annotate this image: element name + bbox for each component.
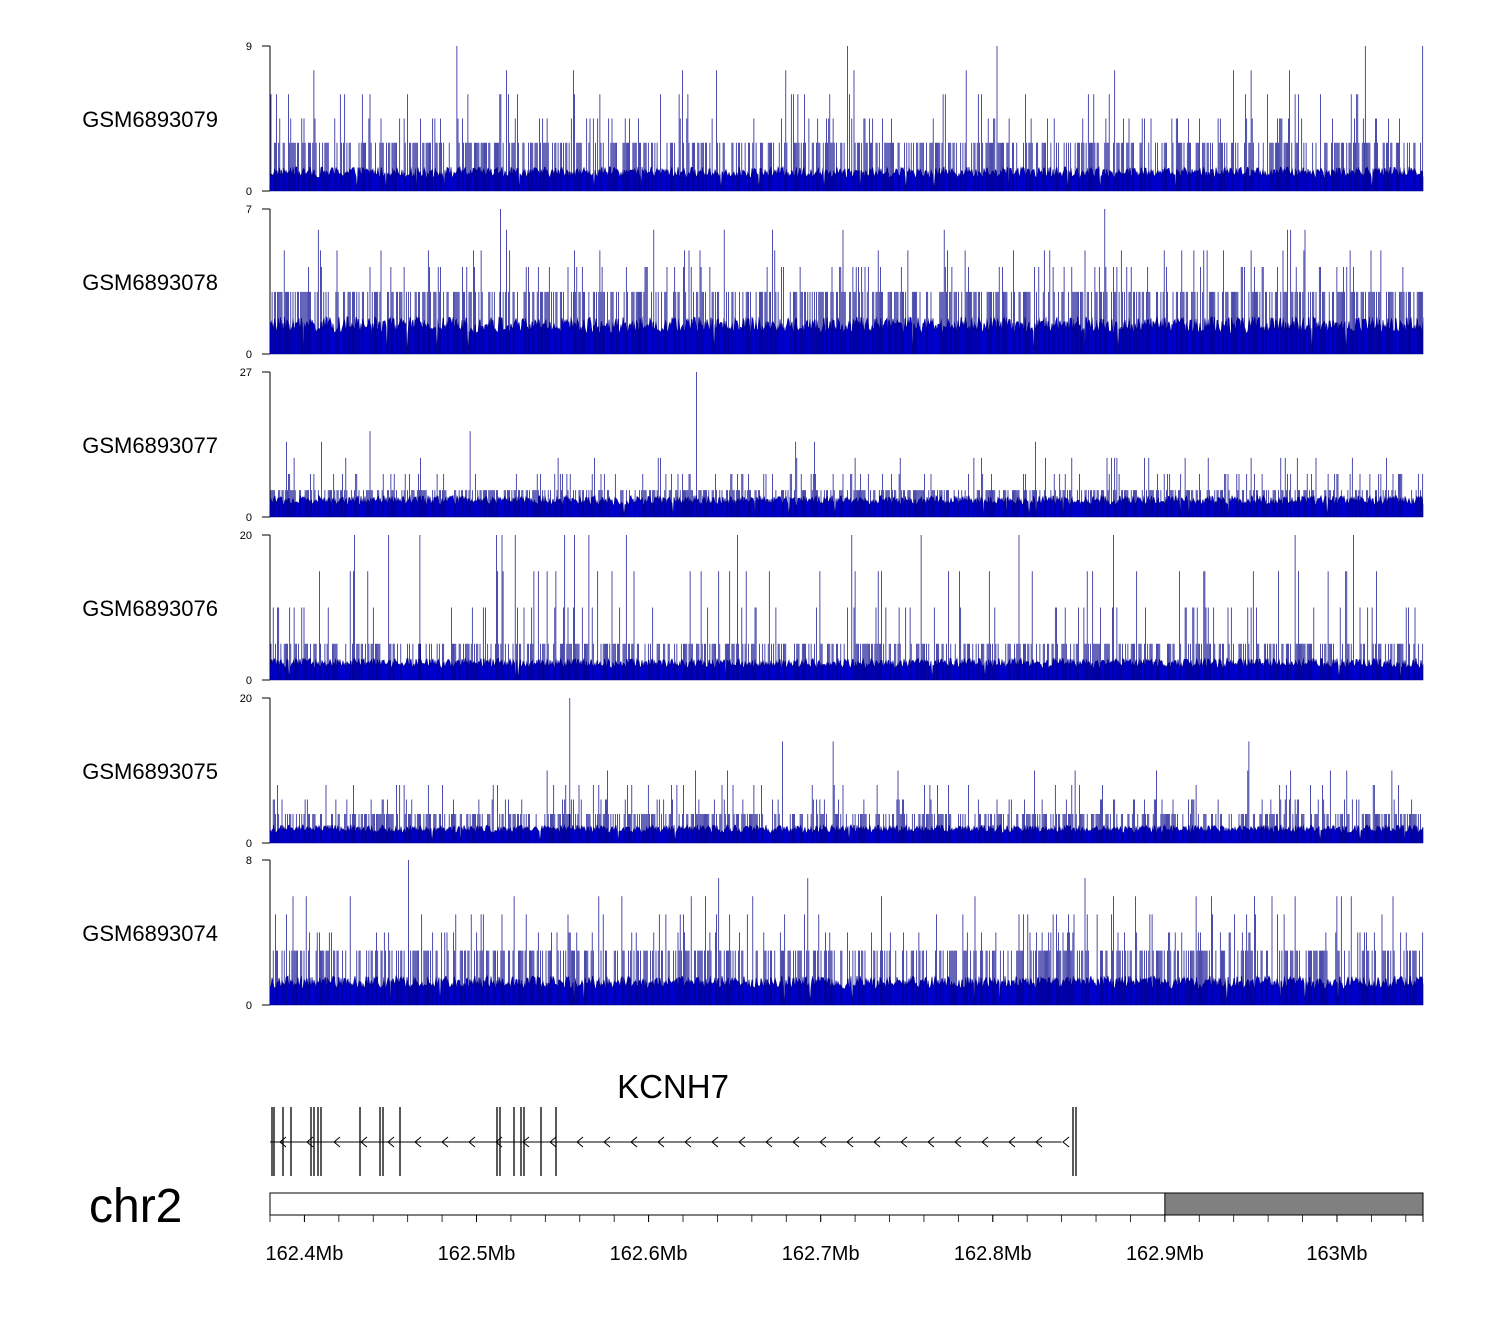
y-axis-min-label: 0 bbox=[246, 186, 252, 198]
chromosome-label: chr2 bbox=[89, 1180, 182, 1233]
x-axis-tick-label: 162.4Mb bbox=[265, 1243, 343, 1265]
x-axis-ticks: 162.4Mb 162.5Mb 162.6Mb 162.7Mb 162.8Mb 162.9… bbox=[265, 1214, 1424, 1265]
strand-arrow bbox=[549, 1136, 557, 1148]
strand-arrow bbox=[738, 1136, 746, 1148]
strand-arrow bbox=[981, 1136, 989, 1148]
strand-arrow bbox=[387, 1136, 395, 1148]
coverage-spikes bbox=[272, 698, 1421, 843]
track-label: GSM6893079 bbox=[82, 107, 218, 132]
y-axis-max-label: 20 bbox=[240, 530, 252, 542]
y-axis-max-label: 9 bbox=[246, 41, 252, 53]
gene-track: KCNH7 bbox=[270, 1068, 1077, 1176]
strand-arrow bbox=[306, 1136, 314, 1148]
ideogram-band bbox=[1164, 1192, 1424, 1216]
track-GSM6893076: GSM6893076 20 0 bbox=[82, 530, 1424, 687]
strand-arrow bbox=[1035, 1136, 1043, 1148]
strand-arrow bbox=[954, 1136, 962, 1148]
coverage-spikes bbox=[270, 372, 1424, 517]
x-axis-tick-label: 162.5Mb bbox=[438, 1243, 516, 1265]
y-axis-max-label: 8 bbox=[246, 855, 252, 867]
track-label: GSM6893077 bbox=[82, 433, 218, 458]
track-label: GSM6893078 bbox=[82, 270, 218, 295]
strand-arrow bbox=[684, 1136, 692, 1148]
track-GSM6893075: GSM6893075 20 0 bbox=[82, 693, 1424, 850]
spike-lines bbox=[270, 372, 1424, 517]
strand-arrow bbox=[711, 1136, 719, 1148]
spike-lines bbox=[272, 860, 1424, 1005]
track-GSM6893079: GSM6893079 9 0 bbox=[82, 41, 1424, 198]
strand-arrow bbox=[1008, 1136, 1016, 1148]
x-axis-tick-label: 162.8Mb bbox=[954, 1243, 1032, 1265]
coverage-area bbox=[269, 315, 1424, 355]
coverage-spikes bbox=[272, 860, 1424, 1005]
strand-arrow bbox=[495, 1136, 503, 1148]
y-axis-min-label: 0 bbox=[246, 512, 252, 524]
spike-lines bbox=[272, 698, 1421, 843]
coverage-spikes bbox=[271, 209, 1424, 354]
strand-arrow bbox=[873, 1136, 881, 1148]
gene-model-kcnh7 bbox=[270, 1107, 1077, 1176]
track-GSM6893078: GSM6893078 7 0 bbox=[82, 204, 1424, 361]
strand-arrow bbox=[441, 1136, 449, 1148]
strand-arrow bbox=[765, 1136, 773, 1148]
y-axis-min-label: 0 bbox=[246, 349, 252, 361]
track-label: GSM6893076 bbox=[82, 596, 218, 621]
strand-arrow bbox=[846, 1136, 854, 1148]
coverage-spikes bbox=[270, 535, 1424, 680]
strand-arrow bbox=[900, 1136, 908, 1148]
y-axis-max-label: 27 bbox=[240, 367, 252, 379]
coverage-tracks: GSM689307990GSM689307870GSM6893077270GSM… bbox=[82, 41, 1424, 1012]
spike-lines bbox=[270, 535, 1424, 680]
genome-axis-track: chr2 162.4Mb 162.5Mb 162.6Mb 162.7Mb 162.8Mb… bbox=[89, 1180, 1424, 1265]
strand-arrow bbox=[657, 1136, 665, 1148]
strand-arrow bbox=[927, 1136, 935, 1148]
y-axis-max-label: 7 bbox=[246, 204, 252, 216]
x-axis-tick-label: 163Mb bbox=[1306, 1243, 1367, 1265]
strand-arrow bbox=[333, 1136, 341, 1148]
track-GSM6893077: GSM6893077 27 0 bbox=[82, 367, 1424, 524]
strand-arrow bbox=[360, 1136, 368, 1148]
strand-arrow bbox=[630, 1136, 638, 1148]
x-axis-tick-label: 162.6Mb bbox=[610, 1243, 688, 1265]
y-axis-min-label: 0 bbox=[246, 675, 252, 687]
strand-arrow bbox=[414, 1136, 422, 1148]
strand-arrow bbox=[603, 1136, 611, 1148]
strand-arrow bbox=[792, 1136, 800, 1148]
strand-arrow bbox=[522, 1136, 530, 1148]
spike-lines bbox=[270, 46, 1424, 191]
chromosome-ideogram bbox=[269, 1192, 1424, 1216]
y-axis-min-label: 0 bbox=[246, 1000, 252, 1012]
track-label: GSM6893074 bbox=[82, 921, 218, 946]
y-axis-max-label: 20 bbox=[240, 693, 252, 705]
spike-lines bbox=[271, 209, 1424, 354]
track-label: GSM6893075 bbox=[82, 759, 218, 784]
coverage-spikes bbox=[270, 46, 1424, 191]
gene-name-label: KCNH7 bbox=[617, 1068, 729, 1105]
strand-arrow bbox=[819, 1136, 827, 1148]
strand-arrow bbox=[468, 1136, 476, 1148]
strand-arrow bbox=[576, 1136, 584, 1148]
track-GSM6893074: GSM6893074 8 0 bbox=[82, 855, 1424, 1012]
strand-arrow bbox=[1062, 1136, 1070, 1148]
strand-arrow bbox=[279, 1136, 287, 1148]
x-axis-tick-label: 162.9Mb bbox=[1126, 1243, 1204, 1265]
y-axis-min-label: 0 bbox=[246, 838, 252, 850]
x-axis-tick-label: 162.7Mb bbox=[782, 1243, 860, 1265]
